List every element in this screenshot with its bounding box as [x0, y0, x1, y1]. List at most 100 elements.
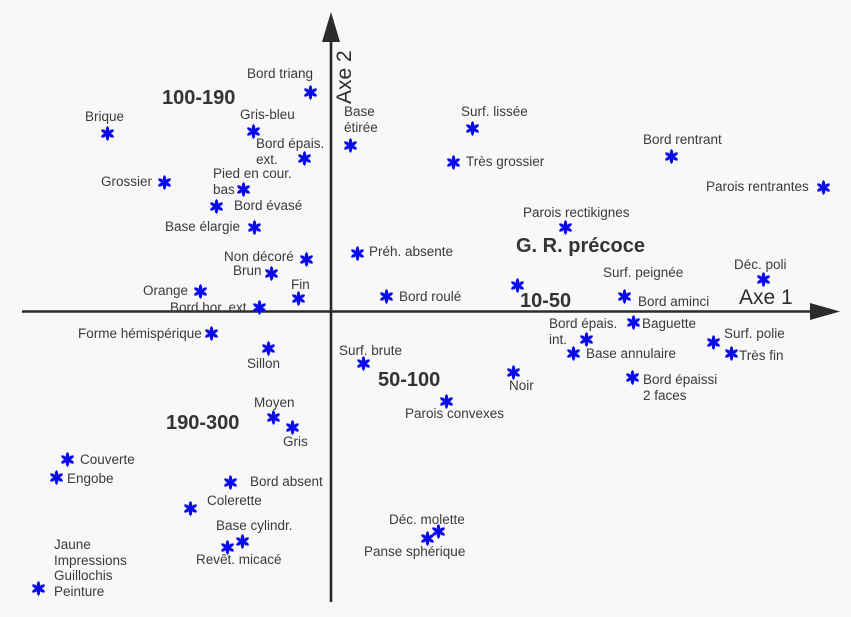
group-label: G. R. précoce: [516, 235, 645, 257]
data-point-marker-icon: [705, 334, 722, 351]
point-label: Bord hor. ext.: [170, 300, 251, 315]
data-point-marker-icon: [296, 150, 313, 167]
point-label: Bord épaissi 2 faces: [643, 372, 718, 403]
data-point-marker-icon: [755, 271, 772, 288]
point-label: Bord aminci: [638, 294, 710, 309]
point-label: Parois convexes: [405, 406, 505, 421]
point-label: Surf. brute: [339, 343, 403, 358]
point-label: Moyen: [254, 395, 295, 410]
point-label: Très fin: [739, 348, 784, 363]
point-label: Parois rectikignes: [523, 205, 630, 220]
point-label: Engobe: [67, 471, 114, 486]
data-point-marker-icon: [663, 148, 680, 165]
point-label: Orange: [143, 283, 189, 298]
data-point-marker-icon: [557, 219, 574, 236]
data-point-marker-icon: [263, 265, 280, 282]
point-label: Base élargie: [165, 219, 241, 234]
data-point-marker-icon: [251, 299, 268, 316]
data-point-marker-icon: [815, 179, 832, 196]
group-label: 100-190: [162, 87, 236, 109]
point-label: Jaune Impressions Guillochis Peinture: [54, 537, 127, 599]
point-label: Déc. poli: [734, 257, 787, 272]
point-label: Pied en cour. bas: [213, 166, 292, 197]
data-point-marker-icon: [246, 219, 263, 236]
x-axis-arrow-icon: [810, 303, 840, 320]
y-axis-arrow-icon: [322, 12, 340, 42]
data-point-marker-icon: [298, 251, 315, 268]
point-label: Bord absent: [250, 474, 323, 489]
point-label: Bord rentrant: [643, 132, 722, 147]
data-point-marker-icon: [222, 474, 239, 491]
data-point-marker-icon: [219, 539, 236, 556]
data-point-marker-icon: [245, 123, 262, 140]
point-label: Colerette: [207, 493, 262, 508]
point-label: Couverte: [80, 452, 135, 467]
point-label: Surf. peignée: [603, 265, 684, 280]
data-point-marker-icon: [48, 469, 65, 486]
data-point-marker-icon: [59, 451, 76, 468]
data-point-marker-icon: [438, 393, 455, 410]
data-point-marker-icon: [625, 314, 642, 331]
data-point-marker-icon: [203, 325, 220, 342]
point-label: Grossier: [101, 174, 153, 189]
data-point-marker-icon: [260, 340, 277, 357]
point-label: Gris: [283, 434, 308, 449]
data-point-marker-icon: [464, 120, 481, 137]
point-label: Bord épais. int.: [549, 316, 618, 347]
data-point-marker-icon: [30, 580, 47, 597]
data-point-marker-icon: [505, 364, 522, 381]
point-label: Préh. absente: [369, 244, 454, 259]
point-label: Déc. molette: [389, 512, 465, 527]
data-point-marker-icon: [234, 533, 251, 550]
point-label: Bord triang: [247, 66, 314, 81]
data-point-marker-icon: [616, 288, 633, 305]
data-point-marker-icon: [349, 245, 366, 262]
point-label: Brique: [85, 109, 125, 124]
point-label: Surf. polie: [724, 326, 785, 341]
point-label: Noir: [509, 378, 534, 393]
point-label: Surf. lissée: [461, 104, 528, 119]
point-label: Base cylindr.: [216, 518, 293, 533]
data-point-marker-icon: [509, 277, 526, 294]
group-label: 50-100: [378, 369, 441, 391]
point-label: Fin: [291, 277, 310, 292]
point-label: Bord roulé: [399, 289, 462, 304]
data-point-marker-icon: [419, 530, 436, 547]
data-point-marker-icon: [624, 369, 641, 386]
data-point-marker-icon: [355, 355, 372, 372]
group-label: 190-300: [166, 412, 240, 434]
point-label: Revêt. micacé: [196, 552, 282, 567]
data-point-marker-icon: [182, 500, 199, 517]
data-point-marker-icon: [208, 198, 225, 215]
data-point-marker-icon: [265, 409, 282, 426]
point-label: Bord épais. ext.: [256, 136, 325, 167]
data-point-marker-icon: [565, 345, 582, 362]
y-axis-title: Axe 2: [333, 50, 356, 104]
point-label: Panse sphérique: [364, 544, 466, 559]
point-label: Parois rentrantes: [706, 179, 809, 194]
data-point-marker-icon: [284, 419, 301, 436]
data-point-marker-icon: [578, 331, 595, 348]
data-point-marker-icon: [156, 174, 173, 191]
data-point-marker-icon: [378, 288, 395, 305]
data-point-marker-icon: [290, 290, 307, 307]
group-label: 10-50: [520, 290, 572, 312]
point-label: Baguette: [642, 316, 697, 331]
point-label: Non décoré: [224, 249, 294, 264]
point-label: Brun: [233, 263, 262, 278]
data-point-marker-icon: [430, 523, 447, 540]
point-label: Base annulaire: [586, 346, 677, 361]
point-label: Très grossier: [466, 154, 545, 169]
point-label: Gris-bleu: [240, 107, 295, 122]
data-point-marker-icon: [342, 137, 359, 154]
data-point-marker-icon: [302, 84, 319, 101]
point-label: Sillon: [247, 356, 281, 371]
data-point-marker-icon: [445, 154, 462, 171]
data-point-marker-icon: [235, 181, 252, 198]
data-point-marker-icon: [723, 345, 740, 362]
data-point-marker-icon: [99, 125, 116, 142]
x-axis-title: Axe 1: [739, 286, 793, 309]
point-label: Forme hémispérique: [78, 326, 202, 341]
point-label: Bord évasé: [234, 198, 303, 213]
